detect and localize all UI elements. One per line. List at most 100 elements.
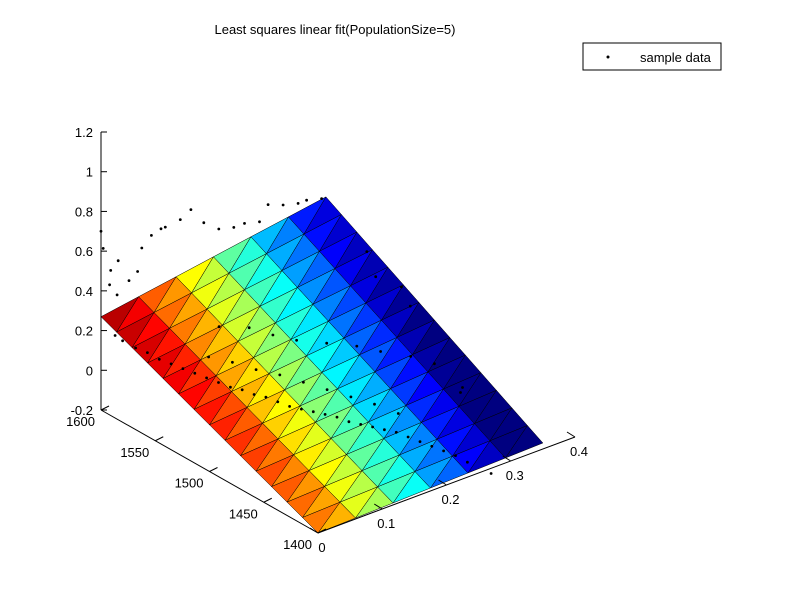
data-point	[108, 283, 111, 287]
data-point	[181, 367, 185, 370]
sample-points	[99, 197, 493, 475]
data-point	[243, 222, 246, 225]
y-tick	[100, 405, 110, 411]
data-point	[325, 341, 329, 345]
data-point	[347, 420, 351, 424]
data-point	[240, 388, 244, 392]
surface-facet	[147, 343, 186, 379]
data-point	[406, 435, 410, 439]
data-point	[374, 275, 378, 279]
z-tick-label: 0	[86, 363, 93, 378]
data-point	[296, 202, 300, 205]
data-point	[113, 334, 117, 337]
surface-facet	[255, 454, 294, 487]
z-tick-label: 0.8	[75, 204, 93, 219]
data-point	[433, 362, 436, 366]
data-point	[400, 285, 403, 289]
y-tick	[317, 528, 327, 534]
data-point	[189, 208, 193, 212]
data-point	[121, 339, 124, 343]
x-tick-label: 0.1	[377, 516, 395, 531]
y-tick	[263, 497, 272, 503]
data-point	[116, 259, 120, 263]
data-point	[140, 246, 144, 250]
data-point	[109, 269, 113, 272]
x-tick-label: 0.4	[570, 444, 588, 459]
data-point	[454, 454, 457, 457]
data-point	[99, 229, 103, 233]
data-point	[459, 391, 462, 394]
data-point	[323, 413, 327, 416]
data-point	[394, 430, 398, 434]
data-point	[217, 325, 221, 329]
data-point	[217, 381, 220, 384]
data-point	[461, 386, 464, 389]
y-tick-label: 1550	[120, 445, 149, 460]
legend-label: sample data	[640, 50, 712, 65]
data-point	[271, 333, 275, 337]
data-point	[207, 355, 211, 359]
data-point	[247, 326, 251, 330]
surface-facet	[116, 312, 155, 348]
data-point	[349, 395, 353, 399]
data-point	[355, 344, 359, 348]
surface-facet	[240, 438, 279, 472]
surface-facet	[286, 486, 325, 518]
data-point	[159, 227, 163, 231]
data-point	[281, 203, 285, 207]
data-point	[258, 220, 261, 224]
surface-facet	[209, 407, 248, 441]
y-tick	[155, 436, 164, 442]
data-point	[396, 412, 400, 415]
data-point	[169, 362, 173, 366]
data-point	[266, 203, 270, 207]
surface-facet	[131, 328, 170, 364]
data-point	[264, 395, 268, 399]
z-tick-label: -0.2	[71, 403, 93, 418]
data-point	[408, 304, 412, 308]
chart-title: Least squares linear fit(PopulationSize=…	[214, 22, 455, 37]
x-tick-label: 0.2	[441, 492, 459, 507]
z-tick-label: 1	[86, 165, 93, 180]
x-tick	[373, 503, 383, 510]
data-point	[489, 472, 493, 475]
data-point	[320, 197, 323, 201]
data-point	[288, 405, 291, 408]
data-point	[229, 385, 232, 389]
data-point	[231, 360, 234, 364]
data-point	[295, 338, 298, 342]
data-point	[136, 270, 140, 273]
z-tick-label: 1.2	[75, 125, 93, 140]
z-tick-label: 0.6	[75, 244, 93, 259]
data-point	[365, 250, 369, 254]
data-point	[311, 410, 315, 414]
data-point	[335, 415, 339, 419]
axes: 0 0.1 0.2 0.3 0.4 1400 1450 1500 1550 1600-0.2 0 0.…	[66, 125, 588, 555]
surface-facet	[178, 375, 217, 410]
data-point	[409, 355, 413, 358]
data-point	[232, 226, 236, 229]
data-point	[466, 460, 469, 464]
data-point	[193, 371, 197, 375]
y-tick-label: 1500	[175, 476, 204, 491]
data-point	[383, 428, 386, 432]
data-point	[205, 376, 209, 380]
surface-facet	[224, 422, 263, 456]
x-tick	[438, 479, 447, 486]
surface-facet	[302, 501, 341, 534]
data-point	[202, 221, 206, 225]
x-tick	[309, 527, 319, 534]
surface-facet	[193, 391, 232, 426]
legend: sample data	[582, 42, 722, 71]
data-point	[302, 380, 305, 384]
fit-surface	[100, 196, 544, 534]
data-point	[178, 218, 182, 222]
surface-facet	[100, 296, 139, 333]
data-point	[300, 407, 303, 411]
data-point	[163, 225, 167, 229]
data-point	[418, 440, 422, 443]
x-tick-label: 0.3	[506, 468, 524, 483]
y-tick-label: 1450	[229, 506, 258, 521]
data-point	[371, 425, 374, 429]
